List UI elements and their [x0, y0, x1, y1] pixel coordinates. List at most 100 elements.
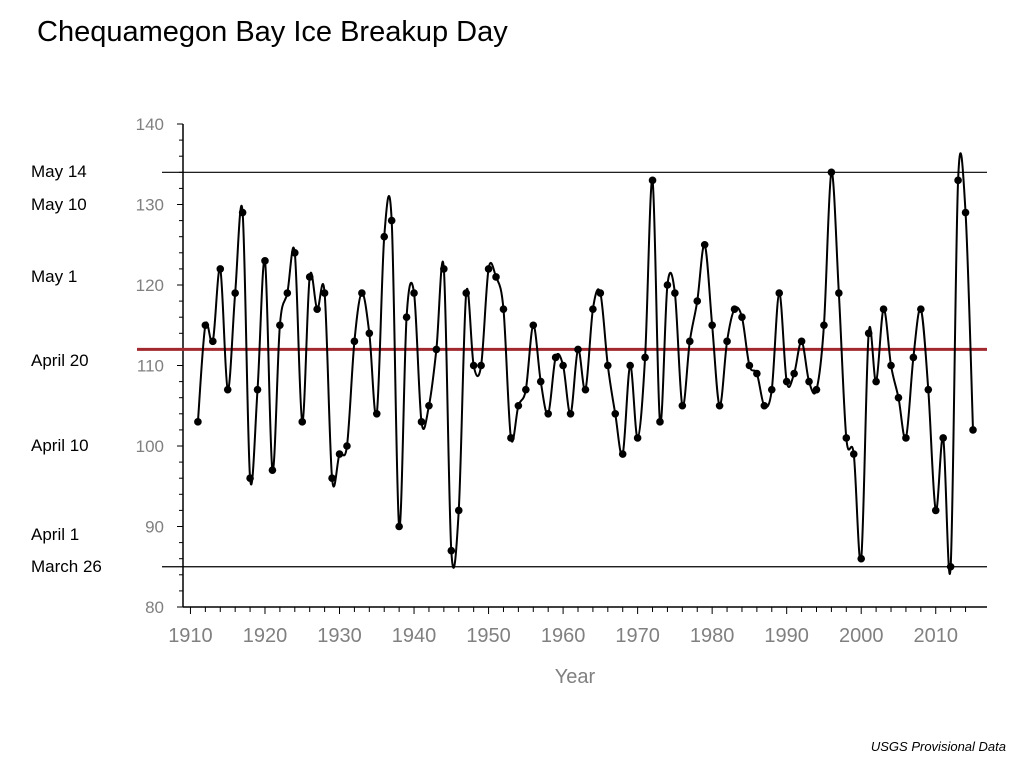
- data-point: [529, 321, 538, 330]
- x-tick-label: 2010: [913, 625, 958, 647]
- data-point: [536, 377, 545, 386]
- data-point: [268, 466, 277, 474]
- data-point: [320, 289, 329, 297]
- x-tick-label: 1970: [615, 625, 660, 647]
- date-label: May 1: [31, 266, 78, 286]
- y-tick-label: 100: [136, 437, 164, 456]
- data-point: [283, 289, 292, 297]
- data-point: [544, 410, 552, 418]
- x-tick-label: 2000: [839, 625, 884, 647]
- data-point: [380, 232, 389, 241]
- data-point: [663, 281, 672, 289]
- data-point: [231, 289, 239, 297]
- data-point: [820, 321, 828, 330]
- data-point: [276, 321, 284, 330]
- x-tick-label: 1920: [243, 625, 288, 647]
- data-point: [700, 240, 709, 249]
- y-tick-label: 90: [145, 518, 164, 537]
- x-axis-label: Year: [555, 666, 596, 688]
- data-point: [685, 337, 694, 346]
- data-point: [611, 410, 620, 418]
- data-point: [849, 450, 858, 458]
- data-point: [507, 434, 515, 442]
- data-point: [574, 345, 582, 354]
- data-point: [313, 305, 321, 313]
- data-point: [358, 289, 366, 297]
- data-point: [365, 329, 374, 338]
- y-tick-label: 130: [136, 196, 164, 215]
- data-point: [842, 434, 851, 442]
- data-point: [596, 289, 605, 297]
- data-point: [678, 401, 687, 410]
- date-label: March 26: [31, 556, 102, 576]
- date-label: April 1: [31, 524, 80, 544]
- data-point: [462, 289, 471, 297]
- data-point: [805, 377, 813, 386]
- data-point: [253, 385, 262, 394]
- data-point: [499, 305, 508, 313]
- data-point: [194, 418, 202, 426]
- data-point: [775, 289, 784, 297]
- data-point: [492, 273, 500, 281]
- data-point: [730, 305, 739, 313]
- data-point: [559, 361, 567, 370]
- data-point: [857, 554, 866, 563]
- data-point: [477, 361, 485, 370]
- data-point: [290, 249, 299, 257]
- data-point: [566, 410, 575, 418]
- data-point: [656, 418, 664, 426]
- data-point: [216, 265, 225, 273]
- date-label: April 10: [31, 436, 89, 455]
- data-point: [633, 434, 642, 442]
- data-point: [894, 393, 903, 402]
- y-tick-label: 140: [136, 115, 164, 134]
- data-point: [872, 377, 880, 386]
- y-tick-label: 80: [145, 598, 164, 617]
- data-point: [395, 522, 403, 531]
- x-tick-label: 1950: [466, 625, 511, 647]
- data-point: [298, 418, 307, 426]
- data-point: [425, 401, 433, 410]
- data-point: [708, 321, 716, 330]
- x-tick-label: 1960: [541, 625, 586, 647]
- data-point: [887, 361, 895, 370]
- data-point: [514, 401, 523, 410]
- y-tick-label: 120: [136, 276, 164, 295]
- x-tick-label: 1990: [764, 625, 809, 647]
- data-point: [223, 385, 232, 394]
- data-point: [589, 305, 597, 313]
- data-point: [671, 289, 679, 297]
- data-point: [484, 265, 493, 273]
- data-point: [417, 418, 426, 426]
- data-point: [387, 216, 396, 225]
- data-point: [581, 385, 590, 394]
- data-point: [305, 273, 314, 281]
- data-point: [961, 208, 970, 217]
- data-point: [812, 385, 821, 394]
- data-point: [335, 450, 344, 458]
- data-point: [835, 289, 843, 297]
- data-point: [782, 377, 791, 386]
- chart-title: Chequamegon Bay Ice Breakup Day: [37, 16, 508, 48]
- x-tick-label: 1980: [690, 625, 735, 647]
- data-point: [760, 401, 769, 410]
- data-point: [410, 289, 418, 297]
- series-line: [196, 152, 974, 575]
- data-point: [797, 337, 806, 346]
- data-point: [753, 369, 761, 378]
- data-point: [917, 305, 925, 313]
- data-point: [618, 450, 627, 458]
- data-point: [723, 337, 731, 346]
- data-point: [745, 361, 754, 370]
- data-point: [328, 474, 336, 483]
- data-point: [939, 434, 947, 442]
- data-point: [954, 176, 962, 185]
- data-point: [946, 562, 955, 571]
- data-point: [238, 208, 247, 217]
- data-point: [969, 426, 977, 434]
- data-point: [767, 385, 776, 394]
- data-point: [626, 361, 634, 370]
- data-point: [879, 305, 888, 313]
- data-point: [372, 410, 381, 418]
- data-point: [350, 337, 359, 346]
